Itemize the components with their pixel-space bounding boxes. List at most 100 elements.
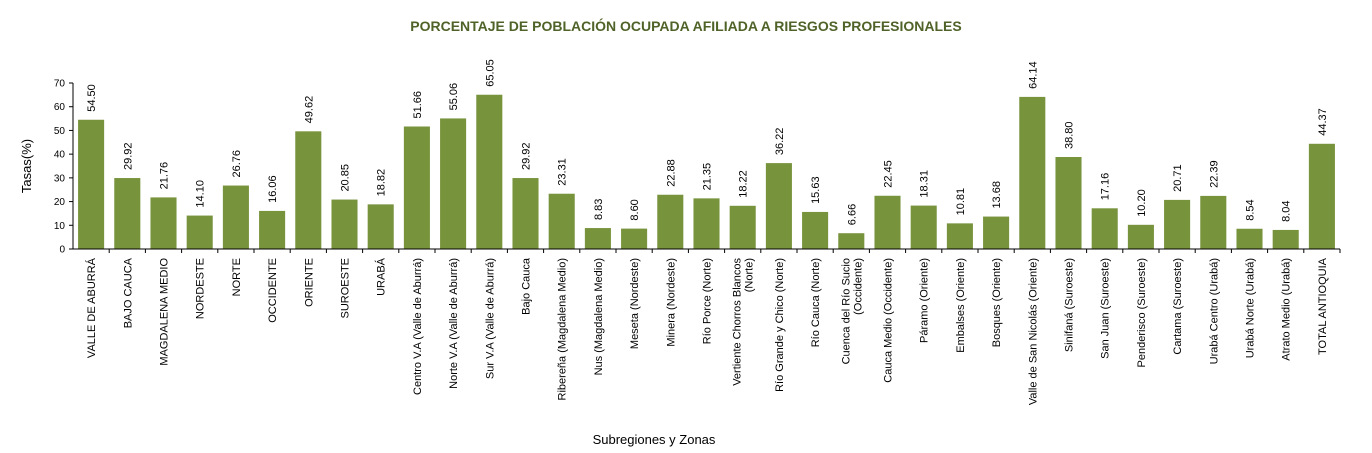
data-label: 64.14 (1027, 61, 1039, 89)
category-label-line: Bosques (Oriente) (991, 258, 1003, 347)
data-label: 51.66 (412, 91, 424, 119)
category-label-line: Penderisco (Suroeste) (1136, 258, 1148, 367)
category-label: Embalses (Oriente) (955, 258, 967, 353)
category-label: Valle de San Nicolás (Oriente) (1027, 258, 1039, 405)
bar (1236, 228, 1263, 249)
data-label: 21.76 (159, 162, 171, 190)
bar (946, 223, 973, 249)
category-label-line: Meseta (Nordeste) (629, 258, 641, 349)
axes (72, 83, 1341, 253)
bar (78, 119, 105, 249)
data-label: 36.22 (774, 128, 786, 156)
category-label-line: Río Grande y Chico (Norte) (774, 258, 786, 392)
y-tick-label: 50 (54, 126, 66, 137)
data-label: 22.88 (665, 159, 677, 187)
data-label: 38.80 (1064, 121, 1076, 149)
category-label-line: NORDESTE (195, 258, 207, 319)
data-label: 10.81 (955, 188, 967, 216)
category-label: Bosques (Oriente) (991, 258, 1003, 347)
category-label-line: BAJO CAUCA (122, 257, 134, 328)
bar (1055, 156, 1082, 249)
data-label: 29.92 (122, 143, 134, 171)
data-label: 22.39 (1208, 160, 1220, 188)
y-axis-ticks: 0 10 20 30 40 50 60 70 (54, 79, 73, 256)
data-label: 14.10 (195, 180, 207, 208)
bar (186, 215, 213, 249)
bar (1272, 229, 1299, 249)
bar (1091, 208, 1118, 249)
y-tick-label: 0 (59, 245, 65, 256)
category-label: BAJO CAUCA (122, 257, 134, 328)
bar (1019, 96, 1046, 249)
category-label-line: Cartama (Suroeste) (1172, 258, 1184, 355)
category-label: Urabá Norte (Urabá) (1245, 258, 1257, 358)
bar (259, 210, 286, 249)
category-label-line: Río Cauca (Norte) (810, 258, 822, 347)
data-label: 6.66 (846, 204, 858, 225)
category-label: Cartama (Suroeste) (1172, 258, 1184, 355)
category-label: VALLE DE ABURRÁ (85, 257, 98, 358)
bar (693, 198, 720, 249)
chart-title: PORCENTAJE DE POBLACIÓN OCUPADA AFILIADA… (410, 17, 961, 34)
category-label-line: Sinifaná (Suroeste) (1064, 258, 1076, 352)
y-tick-label: 20 (54, 197, 66, 208)
category-label: Centro V.A (Valle de Aburrá) (412, 258, 424, 395)
bar (548, 193, 575, 249)
data-label: 16.06 (267, 175, 279, 203)
bar (403, 126, 430, 249)
y-tick-label: 40 (54, 150, 66, 161)
category-label: Sur V.A (Valle de Aburrá) (484, 258, 496, 379)
data-label: 49.62 (303, 96, 315, 124)
category-label-line: URABÁ (375, 257, 388, 296)
category-label-line: (Occidente) (852, 258, 864, 315)
category-label: Atrato Medio (Urabá) (1281, 258, 1293, 361)
category-label-line: Río Porce (Norte) (702, 258, 714, 344)
category-label-line: Cuenca del Río Sucio (840, 258, 852, 364)
data-label: 8.83 (593, 199, 605, 220)
category-label: Meseta (Nordeste) (629, 258, 641, 349)
data-label: 23.31 (557, 158, 569, 186)
category-label: Urabá Centro (Urabá) (1208, 258, 1220, 364)
bar (729, 205, 756, 249)
data-label: 15.63 (810, 176, 822, 204)
bar (222, 185, 249, 249)
bar (367, 204, 394, 249)
category-label-line: (Norte) (744, 258, 756, 292)
bar (440, 118, 467, 250)
data-label: 8.04 (1281, 201, 1293, 222)
data-label: 20.85 (340, 164, 352, 192)
bar (621, 228, 648, 249)
data-label: 18.22 (738, 170, 750, 198)
category-label-line: SUROESTE (340, 258, 352, 319)
bar (983, 216, 1010, 249)
bar (1127, 224, 1154, 249)
category-label: San Juan (Suroeste) (1100, 258, 1112, 359)
bar (1164, 199, 1191, 249)
category-label-line: Páramo (Oriente) (919, 258, 931, 343)
bar (476, 94, 503, 249)
category-label-line: VALLE DE ABURRÁ (85, 257, 98, 358)
bar (765, 163, 792, 249)
data-label: 55.06 (448, 83, 460, 111)
category-label-line: Cauca Medio (Occidente) (883, 258, 895, 383)
data-label: 20.71 (1172, 164, 1184, 192)
bar (838, 233, 865, 249)
category-label: Norte V.A (Valle de Aburrá) (448, 258, 460, 389)
category-label-line: OCCIDENTE (267, 258, 279, 323)
category-label-line: Valle de San Nicolás (Oriente) (1027, 258, 1039, 405)
category-label: URABÁ (375, 257, 388, 296)
category-label: Cuenca del Río Sucio (Occidente) (840, 258, 864, 364)
category-label: Páramo (Oriente) (919, 258, 931, 343)
bars (78, 94, 1335, 250)
category-label: OCCIDENTE (267, 258, 279, 323)
category-label-line: Minera (Nordeste) (665, 258, 677, 347)
data-label: 10.20 (1136, 189, 1148, 217)
data-label: 29.92 (521, 143, 533, 171)
category-label-line: Urabá Centro (Urabá) (1208, 258, 1220, 364)
category-label: ORIENTE (303, 258, 315, 307)
bar (1308, 143, 1335, 249)
bar (657, 194, 684, 249)
bar (584, 228, 611, 249)
category-label: Penderisco (Suroeste) (1136, 258, 1148, 367)
